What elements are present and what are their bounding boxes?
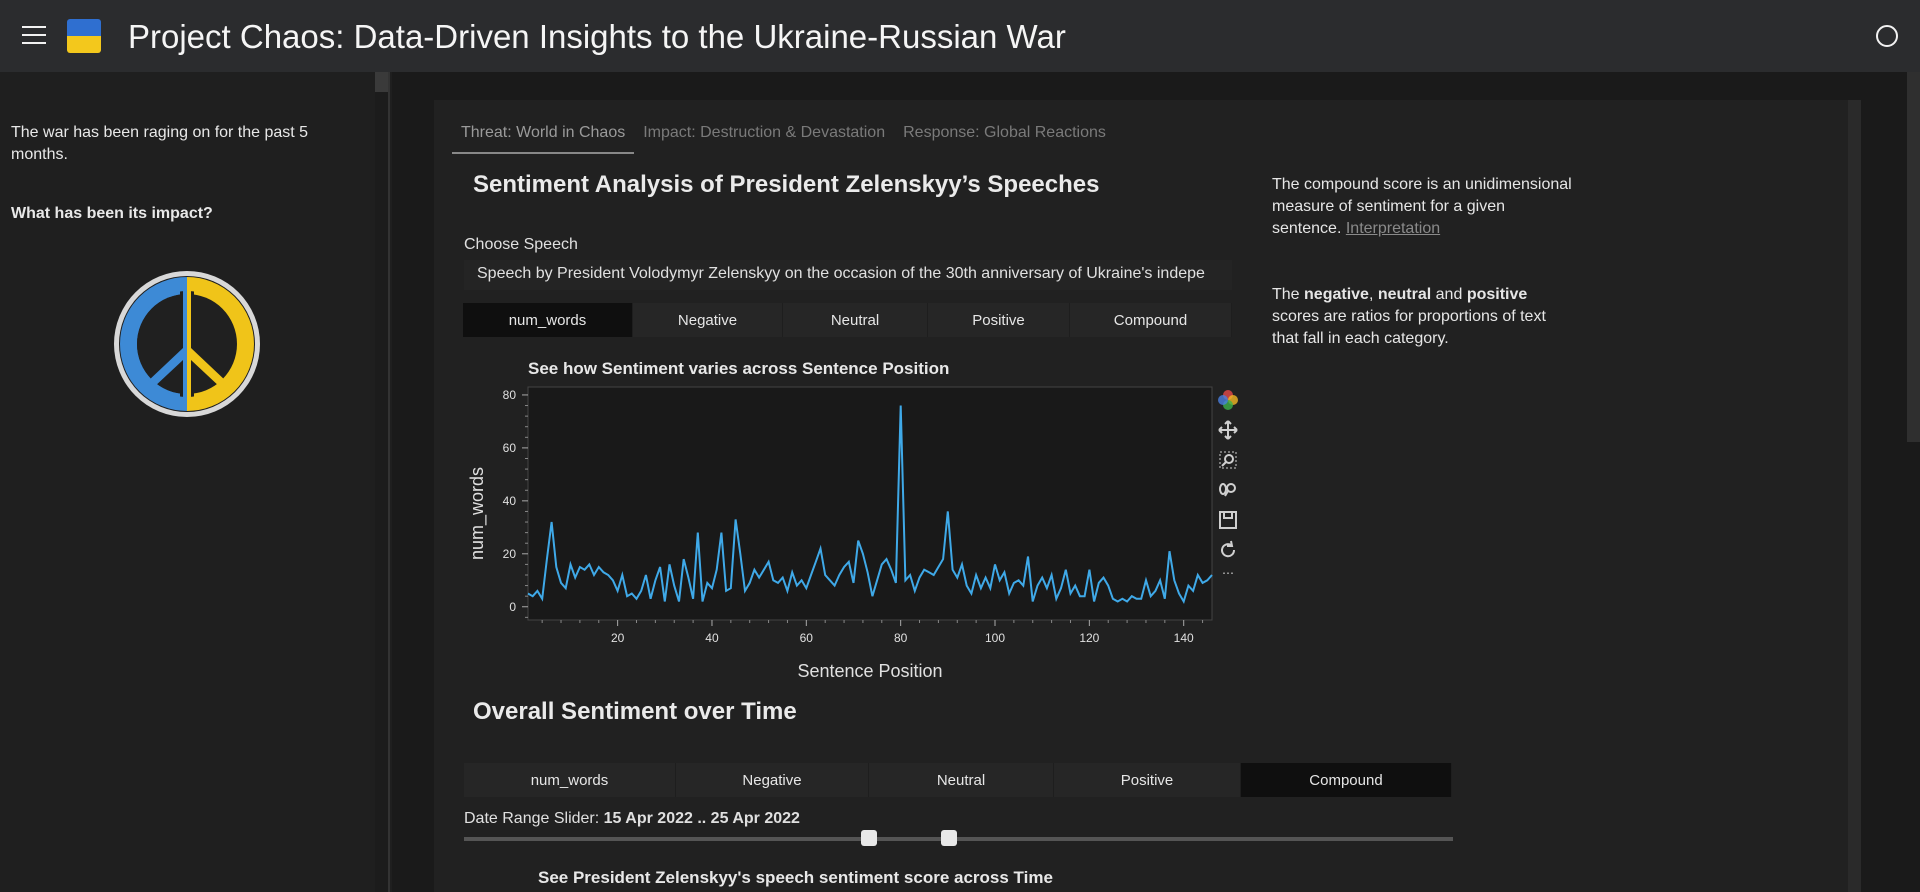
status-circle-icon [1876,25,1898,47]
btn2-num-words[interactable]: num_words [464,763,676,797]
x-tick-label: 40 [705,631,719,645]
date-range-slider[interactable] [464,837,1453,841]
interpretation-link[interactable]: Interpretation [1345,220,1441,237]
pan-icon[interactable] [1214,415,1242,445]
sidebar-intro-text: The war has been raging on for the past … [11,124,309,163]
x-tick-label: 100 [985,631,1005,645]
date-range-label-text: Date Range Slider: [464,810,600,827]
positive-term: positive [1466,286,1528,303]
x-axis-label: Sentence Position [797,661,942,681]
btn-negative[interactable]: Negative [633,303,783,337]
btn2-positive[interactable]: Positive [1054,763,1241,797]
slider-start-handle[interactable] [861,830,878,846]
tab-impact[interactable]: Impact: Destruction & Devastation [643,124,886,141]
y-tick-label: 0 [509,600,516,614]
sidebar-scrollbar[interactable] [375,72,388,892]
reset-icon[interactable] [1214,535,1242,565]
peace-sign-icon [114,271,260,417]
compound-info-text: The compound score is an unidimensional … [1272,176,1572,237]
sidebar-question: What has been its impact? [11,205,213,222]
tab-response[interactable]: Response: Global Reactions [903,124,1106,141]
btn-num-words[interactable]: num_words [463,303,633,337]
tab-bar: Threat: World in Chaos Impact: Destructi… [452,118,1115,154]
sentiment-line-chart[interactable]: 0 20 40 60 80 20 40 60 80 100 120 140 Sentence Posit… [464,380,1214,685]
ratio-info: The negative, neutral and positive score… [1272,284,1572,350]
speech-select[interactable]: Speech by President Volodymyr Zelenskyy … [464,260,1232,290]
chart-title: See how Sentiment varies across Sentence… [528,359,950,378]
negative-term: negative [1304,286,1369,303]
btn2-neutral[interactable]: Neutral [869,763,1054,797]
save-icon[interactable] [1214,505,1242,535]
sidebar [0,72,390,892]
y-tick-label: 40 [503,494,517,508]
box-zoom-icon[interactable] [1214,445,1242,475]
x-tick-label: 60 [800,631,814,645]
btn-positive[interactable]: Positive [928,303,1070,337]
more-icon[interactable]: ⋯ [1222,566,1234,580]
ukraine-logo [67,19,101,53]
date-range-label: Date Range Slider: 15 Apr 2022 .. 25 Apr… [464,810,800,828]
y-tick-label: 80 [503,388,517,402]
compound-info: The compound score is an unidimensional … [1272,174,1572,240]
btn2-compound[interactable]: Compound [1241,763,1452,797]
hamburger-icon[interactable] [22,26,46,46]
y-tick-label: 60 [503,441,517,455]
x-tick-label: 80 [894,631,908,645]
x-tick-label: 20 [611,631,625,645]
date-range-value: 15 Apr 2022 .. 25 Apr 2022 [603,810,800,827]
slider-end-handle[interactable] [940,830,957,846]
chart2-title: See President Zelenskyy's speech sentime… [538,868,1053,887]
btn-compound[interactable]: Compound [1070,303,1232,337]
metric-button-group: num_words Negative Neutral Positive Comp… [463,303,1232,337]
bokeh-logo-icon[interactable] [1214,385,1242,415]
series-line [527,405,1213,604]
page-title: Project Chaos: Data-Driven Insights to t… [128,18,1066,55]
btn-neutral[interactable]: Neutral [783,303,928,337]
btn2-negative[interactable]: Negative [676,763,869,797]
comma: , [1368,286,1374,303]
ratio-text-post: scores are ratios for proportions of tex… [1272,308,1546,347]
choose-speech-label: Choose Speech [464,236,578,253]
x-tick-label: 120 [1079,631,1099,645]
page-scrollbar[interactable] [1907,72,1920,442]
app-header: Project Chaos: Data-Driven Insights to t… [0,0,1920,72]
section-heading-sentiment: Sentiment Analysis of President Zelensky… [473,171,1100,198]
y-axis-label: num_words [467,467,488,560]
neutral-term: neutral [1377,286,1432,303]
chart-toolbar: ⋯ [1214,385,1242,581]
ratio-text-pre: The [1272,286,1300,303]
metric-button-group-2: num_words Negative Neutral Positive Comp… [464,763,1452,797]
section-heading-overall: Overall Sentiment over Time [473,698,797,725]
and-text: and [1435,286,1463,303]
wheel-zoom-icon[interactable] [1214,475,1242,505]
panel-scrollbar[interactable] [1848,100,1861,892]
y-tick-label: 20 [503,547,517,561]
x-tick-label: 140 [1174,631,1194,645]
tab-threat[interactable]: Threat: World in Chaos [452,118,635,154]
